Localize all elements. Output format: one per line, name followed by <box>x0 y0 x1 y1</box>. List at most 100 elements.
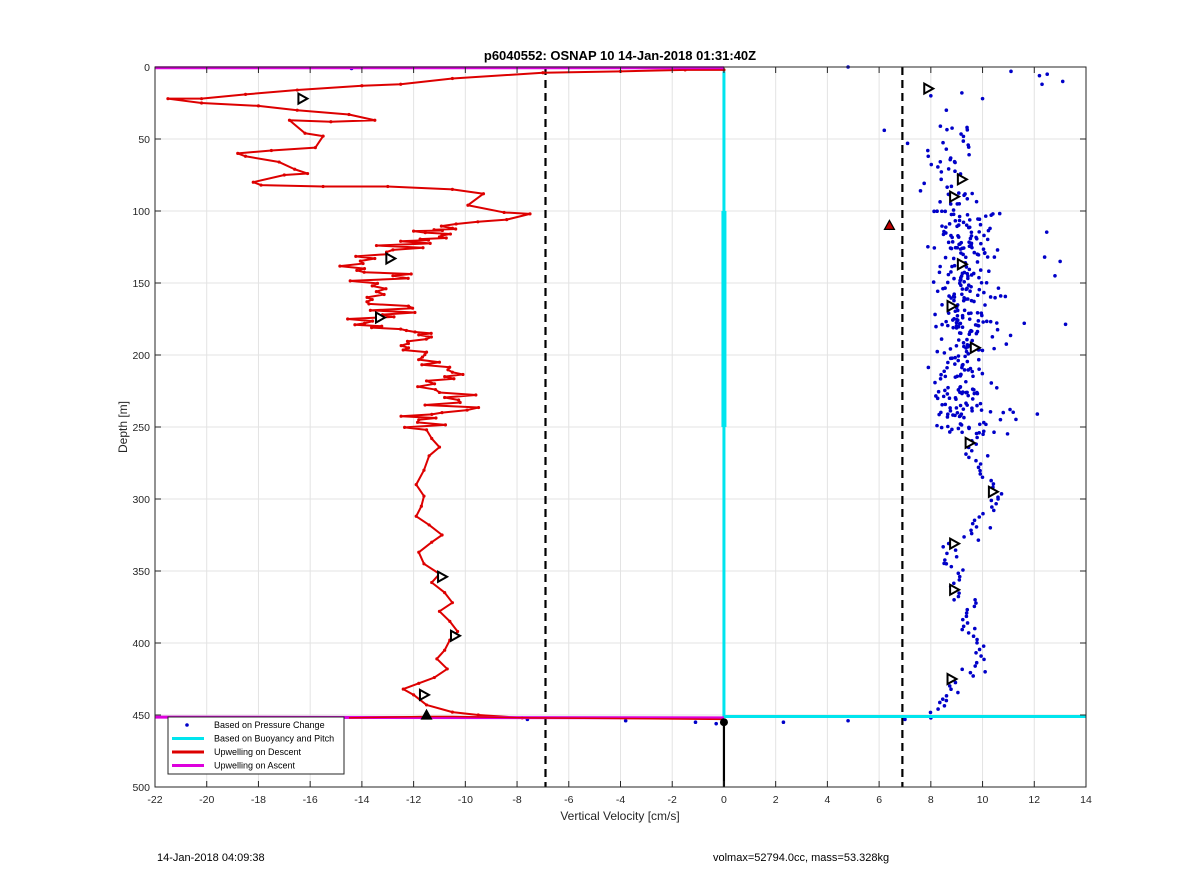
pressure-change-point <box>966 276 970 281</box>
pressure-change-point <box>948 406 952 410</box>
upwelling-descent-point <box>450 601 455 605</box>
upwelling-descent-point <box>269 148 273 153</box>
pressure-change-point <box>964 223 969 227</box>
pressure-change-point <box>938 376 943 381</box>
upwelling-descent-point <box>429 335 433 339</box>
pressure-change-point <box>959 240 964 245</box>
pressure-change-point <box>964 611 969 615</box>
pressure-change-point <box>948 409 953 413</box>
pressure-change-point <box>922 181 926 186</box>
pressure-change-point <box>967 225 972 230</box>
upwelling-descent-point <box>368 308 372 312</box>
x-tick-label: 10 <box>977 794 989 806</box>
pressure-change-point <box>963 255 968 260</box>
pressure-change-point <box>1022 321 1027 326</box>
pressure-change-point <box>965 607 970 612</box>
upwelling-descent-point <box>444 236 448 240</box>
pressure-change-point <box>972 518 977 523</box>
upwelling-descent-point <box>365 300 369 304</box>
open-triangle-marker <box>946 672 959 686</box>
pressure-change-point <box>993 295 997 300</box>
pressure-change-point <box>971 374 975 379</box>
upwelling-descent-point <box>282 173 286 177</box>
pressure-change-point <box>945 415 950 419</box>
upwelling-descent-point <box>417 550 421 554</box>
pressure-change-point <box>972 250 977 255</box>
pressure-change-point <box>948 156 953 160</box>
x-tick-label: -10 <box>458 794 473 806</box>
pressure-change-point <box>942 229 946 234</box>
upwelling-descent-point <box>476 713 480 717</box>
pressure-change-point <box>992 346 996 351</box>
pressure-change-point <box>984 422 988 427</box>
upwelling-descent-point <box>399 414 403 418</box>
pressure-change-point <box>959 274 964 278</box>
pressure-change-point <box>939 337 944 341</box>
reference-lines <box>544 67 904 787</box>
pressure-change-point <box>984 280 989 285</box>
pressure-change-point <box>949 270 953 274</box>
pressure-change-point <box>974 660 979 665</box>
upwelling-descent-point <box>474 393 478 397</box>
pressure-change-point <box>957 281 962 286</box>
pressure-change-point <box>981 320 985 324</box>
pressure-change-point <box>958 390 962 395</box>
upwelling-descent-point <box>362 267 367 271</box>
x-tick-label: -22 <box>147 794 162 806</box>
filled-triangle-marker-red <box>883 219 896 230</box>
y-tick-label: 200 <box>132 350 150 362</box>
pressure-change-point <box>976 253 981 257</box>
pressure-change-point <box>975 641 979 645</box>
upwelling-descent-point <box>443 591 447 595</box>
pressure-change-point <box>990 505 994 509</box>
pressure-change-point <box>964 452 968 456</box>
pressure-change-point <box>983 303 987 307</box>
pressure-change-point <box>926 365 931 370</box>
upwelling-descent-point <box>413 310 417 315</box>
pressure-change-point <box>953 680 958 685</box>
open-triangle-marker <box>437 570 450 584</box>
pressure-change-point <box>938 264 942 269</box>
open-triangle-marker <box>374 310 388 325</box>
pressure-change-point <box>989 213 993 217</box>
y-tick-label: 0 <box>144 62 150 74</box>
pressure-change-point <box>949 246 954 251</box>
pressure-change-point <box>964 401 968 406</box>
pressure-change-point <box>970 387 975 392</box>
pressure-change-point <box>977 430 981 435</box>
upwelling-descent-point <box>391 274 395 278</box>
upwelling-descent-point <box>458 400 462 405</box>
pressure-change-point <box>956 571 961 576</box>
pressure-change-point <box>929 162 934 167</box>
pressure-change-point <box>1063 322 1068 327</box>
y-tick-label: 250 <box>132 422 150 434</box>
upwelling-descent-point <box>399 239 403 243</box>
pressure-change-point <box>970 521 975 526</box>
upwelling-descent-point <box>422 494 426 498</box>
upwelling-descent-point <box>419 504 423 508</box>
upwelling-descent-point <box>450 76 455 81</box>
pressure-change-point <box>950 240 955 244</box>
pressure-change-point <box>988 409 993 414</box>
upwelling-descent-point <box>420 363 424 367</box>
pressure-change-point <box>935 289 940 294</box>
pressure-change-point <box>960 325 965 330</box>
upwelling-descent-point <box>413 330 417 334</box>
pressure-change-point <box>984 319 989 324</box>
pressure-change-point <box>969 531 974 536</box>
upwelling-descent-point <box>432 228 436 232</box>
pressure-change-point <box>970 406 974 411</box>
pressure-change-point <box>966 393 971 398</box>
upwelling-descent-point <box>380 324 384 328</box>
pressure-change-point <box>941 545 945 549</box>
upwelling-descent-point <box>481 192 486 196</box>
pressure-change-point <box>968 330 972 334</box>
pressure-change-point <box>975 323 980 328</box>
upwelling-descent-point <box>424 337 428 341</box>
upwelling-descent-point <box>435 657 439 661</box>
legend: Based on Pressure Change Based on Buoyanc… <box>167 716 345 775</box>
footer-timestamp: 14-Jan-2018 04:09:38 <box>157 852 265 864</box>
pressure-change-point <box>929 94 933 98</box>
pressure-change-point <box>965 271 970 276</box>
upwelling-descent-point <box>429 331 433 335</box>
